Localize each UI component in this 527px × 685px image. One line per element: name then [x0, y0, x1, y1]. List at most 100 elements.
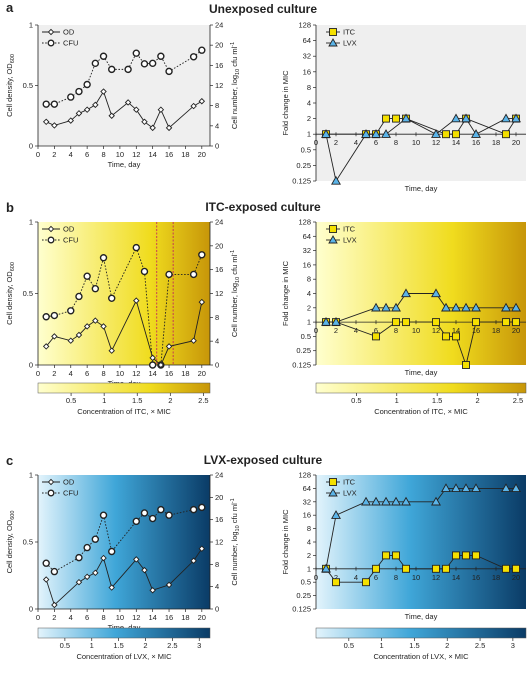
cfu-tick-label: 4: [215, 582, 219, 591]
cfu-point: [108, 65, 116, 74]
x-tick-label: 14: [452, 573, 460, 582]
cfu-point: [124, 65, 132, 74]
x-tick-label: 18: [181, 613, 189, 622]
cfu-tick-label: 0: [215, 605, 219, 614]
cfu-point: [75, 292, 83, 301]
x-tick-label: 4: [69, 613, 73, 622]
colorbar-tick-label: 1: [102, 396, 106, 405]
lvx-point: [471, 129, 481, 138]
cfu-point: [75, 87, 83, 96]
lvx-point: [441, 302, 451, 312]
cfu-tick-label: 12: [215, 81, 223, 90]
colorbar-tick-label: 2.5: [167, 641, 177, 650]
cfu-tick-label: 24: [215, 21, 223, 30]
cfu-point: [132, 243, 140, 252]
legend-od-marker: [47, 225, 55, 233]
legend-od-label: OD: [63, 478, 75, 487]
x-tick-label: 20: [198, 613, 206, 622]
lvx-point: [471, 302, 481, 312]
x-tick-label: 4: [69, 369, 73, 378]
colorbar-tick-label: 2: [445, 641, 449, 650]
od-point: [198, 545, 206, 552]
cfu-axis-title-sub: 10: [235, 69, 241, 75]
cfu-point: [157, 505, 165, 514]
colorbar-tick-label: 2.5: [198, 396, 208, 405]
mic-tick-label: 0.125: [292, 361, 311, 370]
cfu-point: [91, 59, 100, 68]
mic-tick-label: 8: [307, 275, 311, 284]
od-point: [42, 118, 50, 126]
lvx-point: [361, 129, 371, 138]
itc-point: [392, 318, 400, 327]
x-axis-title: Time, day: [405, 184, 438, 193]
lvx-point: [321, 129, 331, 138]
colorbar-gradient: [37, 627, 211, 639]
x-tick-label: 6: [85, 369, 89, 378]
x-tick-label: 16: [165, 150, 173, 159]
od-point: [75, 578, 83, 586]
plot-background: [38, 25, 210, 146]
legend-od-marker: [47, 28, 55, 36]
cfu-tick-label: 0: [215, 142, 219, 151]
cfu-tick-label: 16: [215, 61, 223, 70]
colorbar-tick-label: 0.5: [60, 641, 70, 650]
mic-tick-label: 64: [303, 484, 311, 493]
x-tick-label: 6: [85, 150, 89, 159]
itc-point: [502, 564, 510, 573]
x-tick-label: 2: [334, 138, 338, 147]
itc-point: [502, 130, 510, 139]
itc-point: [392, 114, 400, 123]
legend-cfu-label: CFU: [63, 236, 78, 245]
mic-tick-label: 4: [307, 289, 311, 298]
cfu-axis-title: Cell number, log10 cfu ml-1: [230, 250, 241, 337]
x-tick-label: 10: [116, 150, 124, 159]
cfu-axis-title-sub: 10: [235, 525, 241, 531]
x-tick-label: 4: [354, 326, 358, 335]
od-series-line: [46, 90, 203, 129]
x-tick-label: 4: [354, 573, 358, 582]
plot-background: [316, 475, 526, 609]
colorbar-tick-label: 3: [511, 641, 515, 650]
legend-cfu-marker: [47, 236, 55, 244]
itc-point: [372, 564, 380, 573]
legend-cfu-label: CFU: [63, 39, 78, 48]
colorbar-label: Concentration of LVX, × MIC: [76, 652, 172, 661]
cfu-point: [42, 313, 50, 321]
x-tick-label: 10: [412, 326, 420, 335]
itc-point: [382, 551, 390, 560]
cfu-axis-title-main: Cell number, log: [230, 531, 239, 585]
cfu-point: [67, 307, 75, 315]
colorbar-tick-label: 1.5: [132, 396, 142, 405]
itc-point: [462, 551, 470, 560]
legend-lvx-label: LVX: [343, 489, 357, 498]
x-tick-label: 14: [452, 326, 460, 335]
x-tick-label: 2: [52, 150, 56, 159]
x-tick-label: 8: [101, 613, 105, 622]
x-tick-label: 10: [412, 573, 420, 582]
legend-od-label: OD: [63, 225, 75, 234]
od-tick-label: 0.5: [23, 289, 33, 298]
x-axis-title: Time, day: [405, 368, 438, 377]
cfu-tick-label: 20: [215, 241, 223, 250]
lvx-point: [501, 113, 511, 123]
x-tick-label: 12: [132, 369, 140, 378]
itc-point: [402, 564, 410, 573]
od-point: [157, 106, 165, 113]
colorbar-tick-label: 2: [475, 396, 479, 405]
lvx-point: [381, 496, 391, 506]
cfu-axis-title: Cell number, log10 cfu ml-1: [230, 42, 241, 129]
lvx-point: [431, 129, 441, 138]
lvx-point: [451, 113, 461, 123]
itc-point: [332, 578, 340, 587]
x-tick-label: 2: [334, 326, 338, 335]
colorbar-tick-label: 0.5: [66, 396, 76, 405]
x-tick-label: 18: [181, 150, 189, 159]
legend-od-marker: [47, 478, 55, 486]
itc-point: [402, 318, 410, 327]
cfu-tick-label: 8: [215, 101, 219, 110]
itc-point: [462, 361, 470, 369]
colorbar-label: Concentration of ITC, × MIC: [374, 407, 468, 416]
cfu-tick-label: 20: [215, 493, 223, 502]
od-tick-label: 0.5: [23, 81, 33, 90]
